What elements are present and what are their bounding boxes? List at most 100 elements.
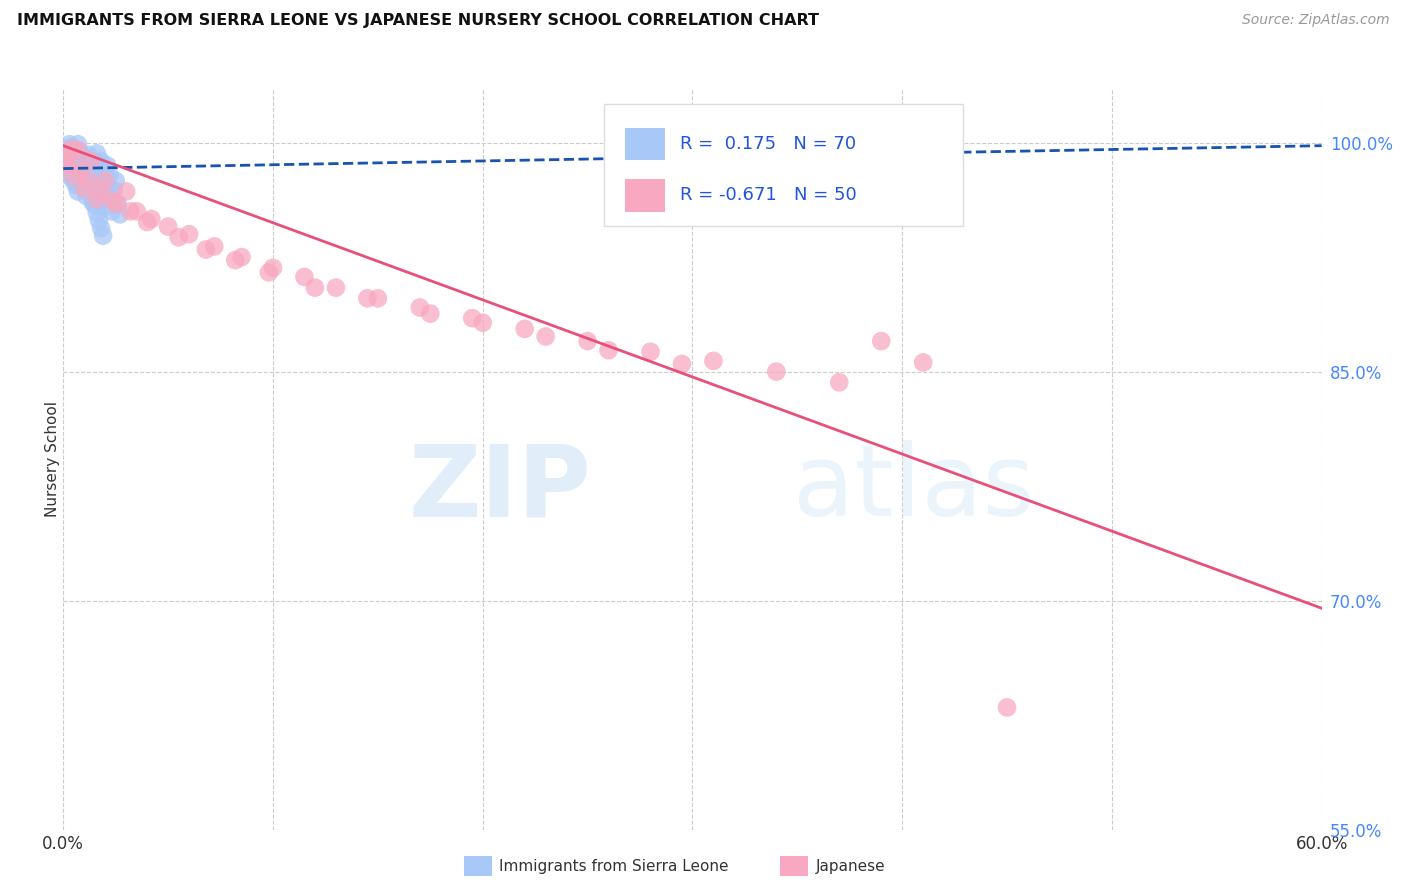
Point	[179, 227, 201, 242]
Point	[94, 200, 117, 214]
Point	[141, 211, 163, 226]
Point	[58, 151, 80, 165]
Point	[79, 183, 101, 197]
Point	[62, 153, 84, 167]
Point	[471, 316, 494, 330]
Point	[77, 174, 100, 188]
Text: ZIP: ZIP	[409, 441, 592, 538]
Point	[136, 215, 159, 229]
Point	[66, 166, 89, 180]
Point	[52, 142, 75, 156]
Point	[157, 219, 180, 234]
Point	[69, 145, 91, 159]
Point	[576, 334, 599, 348]
Point	[79, 153, 101, 168]
Point	[86, 168, 108, 182]
Point	[73, 181, 96, 195]
Point	[70, 170, 93, 185]
Point	[94, 166, 117, 180]
Point	[115, 185, 138, 199]
Point	[96, 159, 118, 173]
Point	[671, 357, 693, 371]
Point	[83, 177, 105, 191]
Point	[77, 175, 100, 189]
Point	[73, 161, 96, 176]
Point	[53, 149, 76, 163]
Point	[224, 253, 246, 268]
Point	[108, 207, 131, 221]
Point	[828, 376, 851, 390]
Point	[65, 160, 87, 174]
Point	[66, 137, 89, 152]
Text: Japanese: Japanese	[815, 859, 886, 873]
Point	[94, 174, 117, 188]
Point	[304, 280, 326, 294]
Point	[765, 365, 787, 379]
Point	[69, 159, 91, 173]
Point	[60, 161, 83, 176]
Point	[53, 159, 76, 173]
Point	[73, 181, 96, 195]
Point	[356, 291, 378, 305]
Point	[100, 204, 122, 219]
Point	[912, 355, 935, 369]
Point	[294, 269, 316, 284]
Point	[367, 291, 389, 305]
Point	[325, 280, 347, 294]
Point	[870, 334, 893, 348]
Point	[262, 260, 284, 275]
Point	[640, 344, 662, 359]
Point	[90, 185, 112, 199]
Point	[86, 192, 108, 206]
Point	[995, 700, 1018, 714]
Point	[83, 198, 105, 212]
Point	[90, 221, 112, 235]
Point	[75, 189, 97, 203]
Text: Immigrants from Sierra Leone: Immigrants from Sierra Leone	[499, 859, 728, 873]
Point	[91, 192, 114, 206]
Point	[60, 145, 83, 159]
Text: atlas: atlas	[793, 441, 1035, 538]
Point	[58, 148, 80, 162]
Y-axis label: Nursery School: Nursery School	[45, 401, 60, 517]
Point	[461, 311, 484, 326]
Point	[58, 137, 80, 152]
Point	[82, 163, 104, 178]
Point	[62, 153, 84, 168]
Point	[77, 169, 100, 184]
Point	[69, 174, 91, 188]
FancyBboxPatch shape	[624, 128, 665, 160]
Point	[125, 204, 148, 219]
Point	[104, 174, 127, 188]
Point	[98, 187, 121, 202]
Point	[70, 149, 93, 163]
Point	[79, 183, 101, 197]
Point	[534, 329, 557, 343]
Point	[83, 153, 105, 168]
Point	[82, 191, 104, 205]
Text: R = -0.671   N = 50: R = -0.671 N = 50	[681, 186, 856, 204]
Point	[702, 354, 724, 368]
Point	[96, 178, 118, 193]
Point	[60, 142, 83, 156]
Point	[69, 163, 91, 178]
Point	[53, 153, 76, 168]
Point	[56, 151, 79, 165]
Point	[75, 153, 97, 168]
Point	[87, 160, 110, 174]
Point	[419, 307, 441, 321]
Point	[73, 160, 96, 174]
Point	[90, 180, 112, 194]
Point	[87, 186, 110, 200]
Point	[104, 196, 127, 211]
Point	[90, 153, 112, 168]
Point	[513, 322, 536, 336]
Point	[120, 204, 142, 219]
FancyBboxPatch shape	[605, 104, 963, 227]
Point	[103, 183, 125, 197]
Point	[62, 169, 84, 184]
Point	[598, 343, 620, 358]
Point	[58, 169, 80, 184]
Point	[91, 172, 114, 186]
Point	[98, 168, 121, 182]
